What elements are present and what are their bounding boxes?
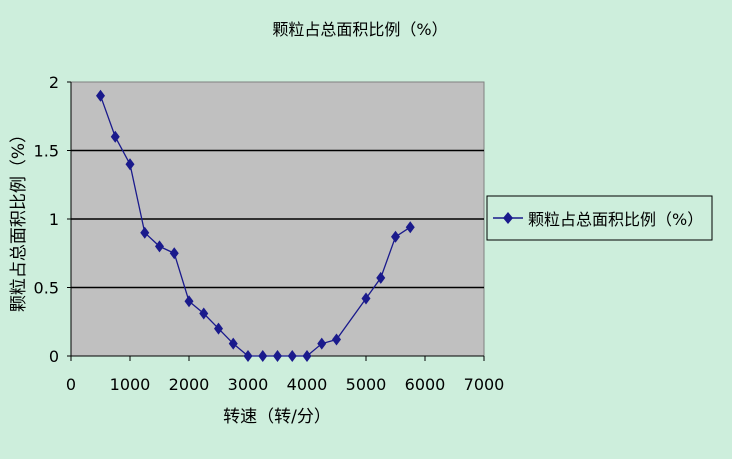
data-point [332, 333, 341, 346]
data-point [169, 247, 179, 260]
data-point [376, 271, 386, 284]
chart-title: 颗粒占总面积比例（%） [272, 20, 447, 39]
data-point [184, 295, 194, 308]
data-point [228, 337, 238, 350]
legend-marker-icon [503, 212, 513, 224]
data-point [110, 130, 120, 143]
y-tick-label: 0 [49, 347, 59, 366]
x-tick-label: 5000 [346, 375, 387, 394]
data-point [287, 350, 297, 362]
x-tick-label: 6000 [405, 375, 446, 394]
x-tick-label: 1000 [110, 375, 151, 394]
x-axis-label: 转速（转/分） [223, 407, 331, 427]
x-tick-label: 3000 [228, 375, 269, 394]
y-axis-label: 颗粒占总面积比例（%） [9, 126, 29, 312]
data-point [273, 350, 282, 362]
data-point [243, 350, 253, 362]
data-point [214, 322, 223, 335]
data-point [96, 89, 105, 102]
legend-label: 颗粒占总面积比例（%） [528, 210, 703, 229]
data-point [258, 350, 268, 362]
x-tick-label: 7000 [464, 375, 505, 394]
y-tick-label: 1 [49, 210, 59, 229]
data-point [391, 230, 400, 243]
data-point [140, 226, 150, 239]
data-point [405, 221, 415, 234]
y-tick-label: 0.5 [34, 279, 59, 298]
x-tick-label: 0 [66, 375, 76, 394]
legend: 颗粒占总面积比例（%） [486, 195, 713, 241]
x-tick-label: 2000 [169, 375, 210, 394]
data-point [199, 307, 209, 320]
y-tick-label: 1.5 [34, 142, 59, 161]
data-point [302, 350, 312, 362]
x-tick-label: 4000 [287, 375, 328, 394]
data-point [155, 240, 164, 253]
data-point [361, 292, 371, 305]
y-tick-label: 2 [49, 73, 59, 92]
data-point [125, 158, 135, 171]
data-point [317, 337, 327, 350]
